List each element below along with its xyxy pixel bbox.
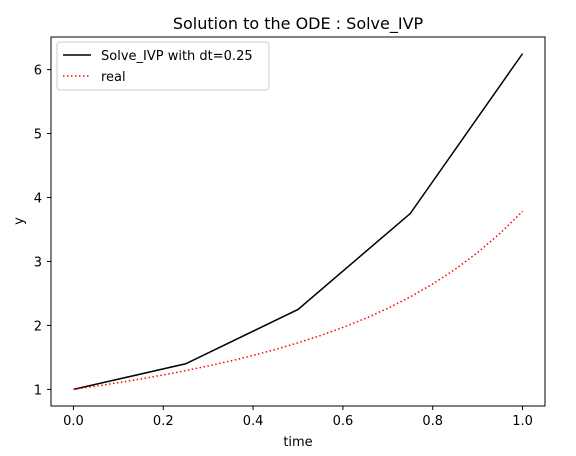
x-tick-label: 1.0 — [512, 414, 533, 429]
x-tick-label: 0.0 — [63, 414, 84, 429]
legend-label-series-1: Solve_IVP with dt=0.25 — [101, 49, 253, 64]
series-line-2 — [73, 210, 524, 391]
y-tick-label: 5 — [34, 128, 42, 143]
x-axis-ticks: 0.0 0.2 0.4 0.6 0.8 1.0 — [63, 406, 533, 429]
legend: Solve_IVP with dt=0.25 real — [56, 41, 270, 91]
x-tick-label: 0.2 — [153, 414, 174, 429]
x-tick-label: 0.6 — [333, 414, 354, 429]
y-tick-label: 6 — [34, 64, 42, 79]
legend-box — [56, 41, 270, 91]
y-tick-label: 1 — [34, 383, 42, 398]
legend-label-series-2: real — [101, 70, 126, 85]
y-tick-label: 4 — [34, 192, 42, 207]
y-axis-label: y — [12, 217, 27, 225]
y-tick-label: 3 — [34, 255, 42, 270]
y-axis-ticks: 1 2 3 4 5 6 — [34, 64, 51, 398]
series-line-1 — [73, 53, 524, 391]
plot-frame — [50, 36, 546, 407]
x-tick-label: 0.8 — [422, 414, 443, 429]
plot-lines — [73, 53, 524, 391]
x-tick-label: 0.4 — [243, 414, 264, 429]
y-tick-label: 2 — [34, 319, 42, 334]
chart-title: Solution to the ODE : Solve_IVP — [173, 14, 424, 34]
x-axis-label: time — [283, 435, 312, 450]
